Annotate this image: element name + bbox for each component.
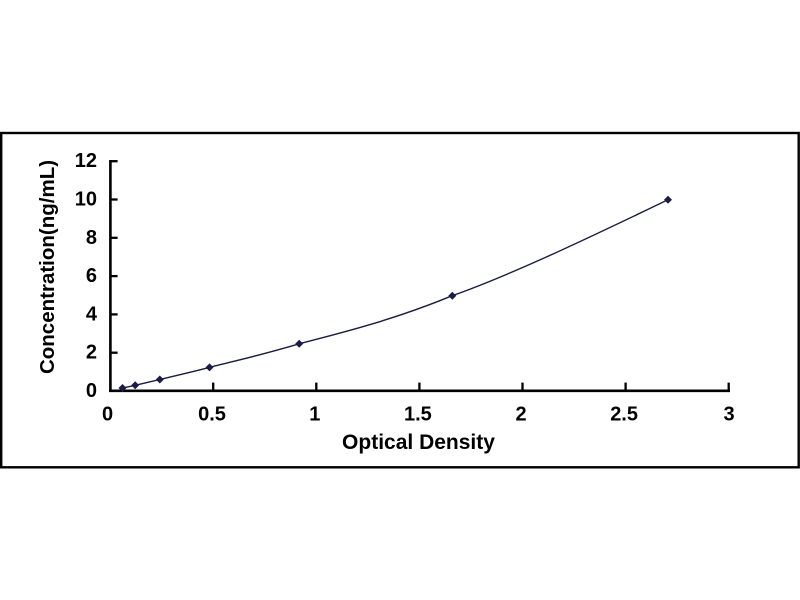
- svg-text:2.5: 2.5: [610, 404, 638, 426]
- svg-text:0: 0: [102, 404, 113, 426]
- svg-text:1: 1: [309, 404, 320, 426]
- svg-text:10: 10: [75, 189, 97, 211]
- svg-text:12: 12: [75, 150, 97, 172]
- svg-text:3: 3: [723, 404, 734, 426]
- svg-text:Concentration(ng/mL): Concentration(ng/mL): [36, 160, 59, 374]
- svg-text:2: 2: [86, 342, 97, 364]
- svg-text:2: 2: [515, 404, 526, 426]
- svg-text:0.5: 0.5: [198, 404, 226, 426]
- svg-text:1.5: 1.5: [404, 404, 432, 426]
- svg-text:Optical Density: Optical Density: [342, 431, 495, 454]
- svg-text:8: 8: [86, 227, 97, 249]
- svg-text:0: 0: [86, 380, 97, 402]
- svg-text:4: 4: [86, 303, 98, 325]
- svg-text:6: 6: [86, 265, 97, 287]
